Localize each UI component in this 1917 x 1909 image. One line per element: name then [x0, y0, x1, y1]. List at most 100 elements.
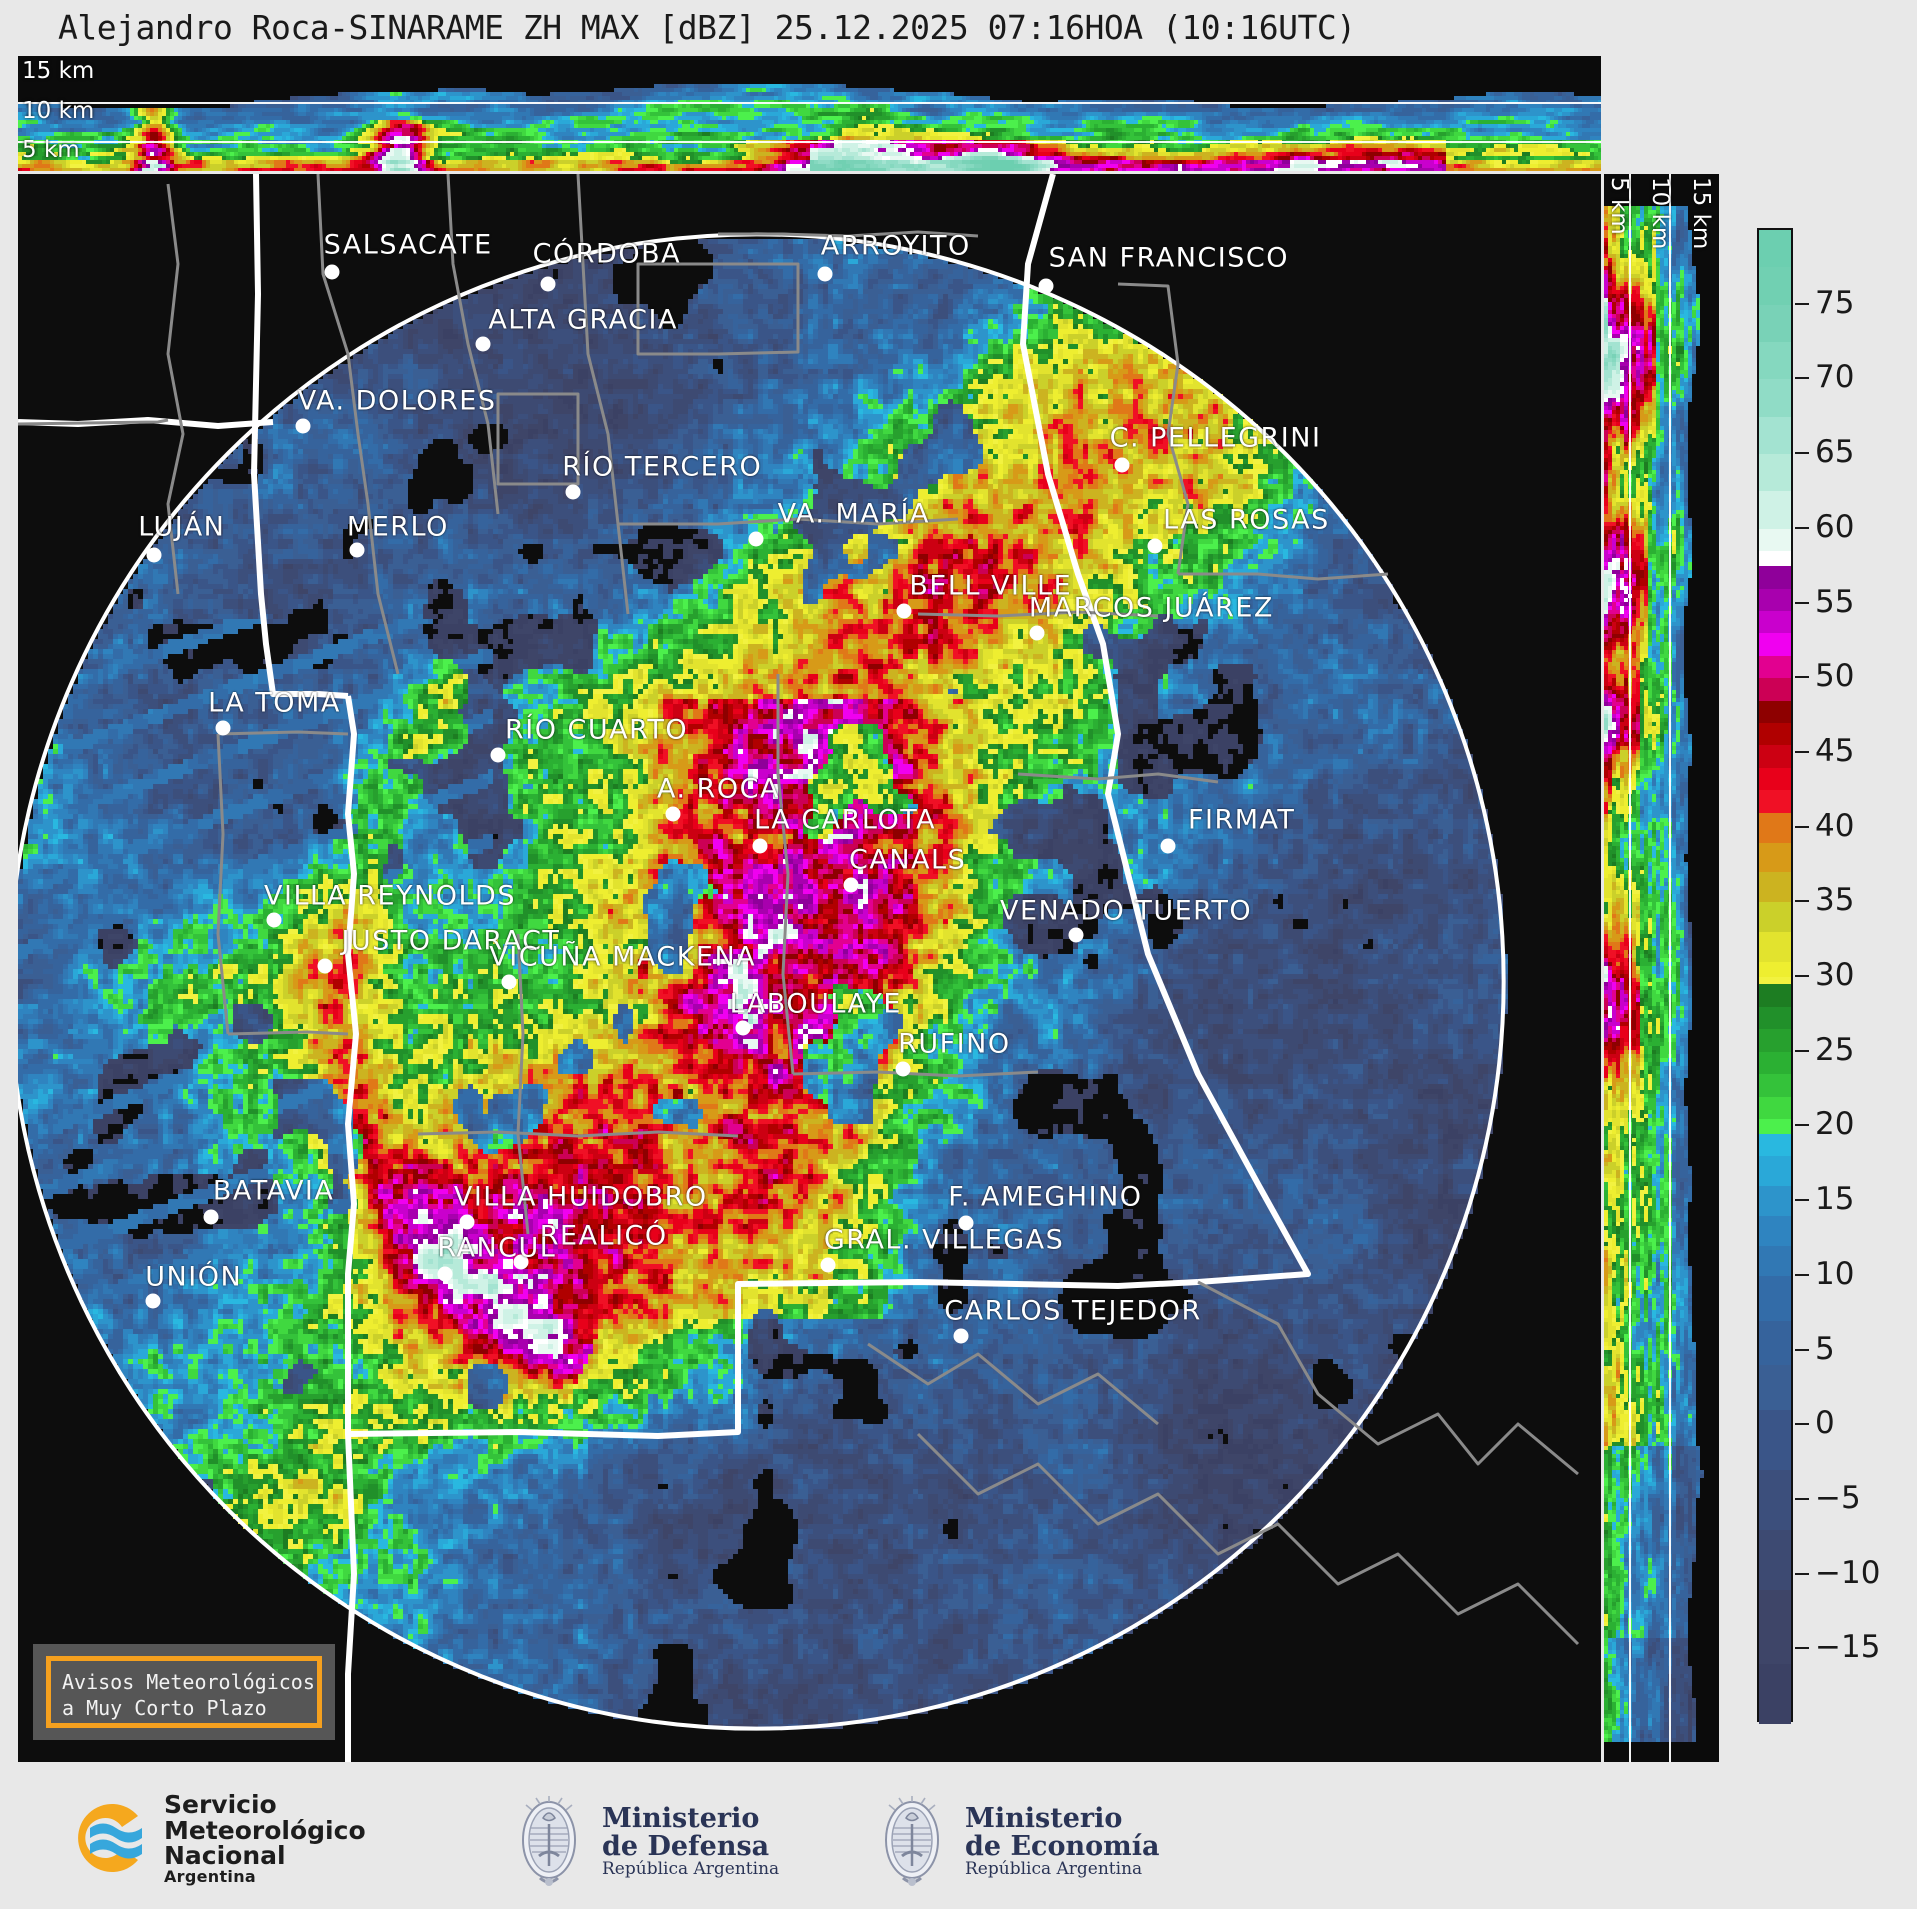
- colorbar-segment: [1759, 1156, 1791, 1187]
- city-label[interactable]: ALTA GRACIA: [488, 304, 678, 336]
- department-border: [217, 730, 349, 736]
- colorbar-tick: [1795, 526, 1809, 529]
- city-marker-dot[interactable]: [215, 720, 231, 736]
- city-label[interactable]: UNIÓN: [145, 1261, 243, 1293]
- defensa-logo-text: Ministerio de Defensa República Argentin…: [602, 1804, 780, 1880]
- city-label[interactable]: CÓRDOBA: [532, 238, 682, 270]
- city-marker-dot[interactable]: [324, 264, 340, 280]
- city-marker-dot[interactable]: [349, 542, 365, 558]
- city-marker-dot[interactable]: [513, 1254, 529, 1270]
- city-marker-dot[interactable]: [752, 838, 768, 854]
- colorbar-segment: [1759, 678, 1791, 701]
- colorbar-tick-label: 45: [1815, 732, 1855, 769]
- city-label[interactable]: GRAL. VILLEGAS: [823, 1224, 1065, 1256]
- colorbar-segment: [1759, 655, 1791, 679]
- city-marker-dot[interactable]: [748, 531, 764, 547]
- city-label[interactable]: RUFINO: [898, 1028, 1011, 1060]
- city-label[interactable]: REALICÓ: [539, 1220, 668, 1252]
- city-marker-dot[interactable]: [665, 806, 681, 822]
- city-label[interactable]: MERLO: [346, 511, 449, 543]
- city-label[interactable]: BELL VILLE: [909, 570, 1073, 602]
- city-marker-dot[interactable]: [146, 547, 161, 563]
- city-marker-dot[interactable]: [317, 958, 333, 974]
- city-marker-dot[interactable]: [1068, 927, 1084, 943]
- city-marker-dot[interactable]: [1038, 278, 1054, 294]
- colorbar-tick-label: 65: [1815, 434, 1855, 471]
- city-label[interactable]: LUJÁN: [138, 511, 226, 543]
- colorbar-tick: [1795, 1273, 1809, 1276]
- city-label[interactable]: VA. MARÍA: [777, 498, 930, 530]
- radar-map-panel[interactable]: SALSACATE CÓRDOBA ARROYITO SAN FRANCISCO ALT…: [18, 174, 1601, 1762]
- department-border: [1197, 1280, 1579, 1476]
- colorbar-segment: [1759, 872, 1791, 903]
- defensa-line-3: República Argentina: [602, 1859, 780, 1880]
- city-label[interactable]: VA. DOLORES: [297, 385, 497, 417]
- city-label[interactable]: LA TOMA: [208, 687, 341, 719]
- city-marker-dot[interactable]: [565, 484, 581, 500]
- city-marker-dot[interactable]: [895, 1061, 911, 1077]
- city-label[interactable]: JUSTO DARACT: [341, 925, 561, 957]
- city-marker-dot[interactable]: [820, 1257, 836, 1273]
- city-marker-dot[interactable]: [843, 877, 859, 893]
- city-label[interactable]: RÍO TERCERO: [562, 451, 763, 483]
- city-label[interactable]: SALSACATE: [323, 229, 493, 261]
- warning-legend-box[interactable]: Avisos Meteorológicos a Muy Corto Plazo: [33, 1644, 335, 1740]
- city-label[interactable]: VICUÑA MACKENA: [489, 941, 757, 973]
- colorbar-tick-label: 30: [1815, 957, 1855, 993]
- colorbar-segment: [1759, 566, 1791, 589]
- colorbar-segment: [1759, 342, 1791, 380]
- city-marker-dot[interactable]: [501, 974, 517, 990]
- warning-line-2: a Muy Corto Plazo: [62, 1696, 267, 1720]
- province-border: [251, 174, 349, 699]
- city-label[interactable]: RÍO CUARTO: [504, 714, 689, 746]
- city-label[interactable]: RANCUL: [437, 1232, 557, 1264]
- city-label[interactable]: ARROYITO: [820, 230, 971, 262]
- city-marker-dot[interactable]: [1029, 625, 1045, 641]
- city-label[interactable]: VILLA REYNOLDS: [264, 880, 516, 912]
- colorbar-tick-label: 75: [1815, 284, 1855, 321]
- city-label[interactable]: LA CARLOTA: [754, 804, 937, 836]
- city-marker-dot[interactable]: [145, 1293, 161, 1309]
- city-label[interactable]: CANALS: [849, 844, 967, 876]
- city-label[interactable]: VENADO TUERTO: [1000, 895, 1253, 927]
- city-label[interactable]: BATAVIA: [212, 1175, 335, 1207]
- colorbar-tick-label: 35: [1815, 882, 1855, 919]
- city-marker-dot[interactable]: [540, 276, 556, 292]
- colorbar-segment: [1759, 962, 1791, 977]
- city-label[interactable]: VILLA HUIDOBRO: [453, 1181, 708, 1213]
- colorbar-tick: [1795, 825, 1809, 828]
- city-marker-dot[interactable]: [958, 1215, 974, 1231]
- city-label[interactable]: A. ROCA: [656, 773, 780, 805]
- city-label[interactable]: MARCOS JUÁREZ: [1028, 592, 1274, 624]
- department-border: [1178, 572, 1389, 581]
- city-marker-dot[interactable]: [459, 1214, 475, 1230]
- city-label[interactable]: F. AMEGHINO: [948, 1181, 1143, 1213]
- city-label[interactable]: LABOULAYE: [729, 988, 902, 1020]
- province-border: [1020, 174, 1311, 1285]
- city-marker-dot[interactable]: [203, 1209, 219, 1225]
- department-border: [576, 174, 630, 615]
- colorbar-tick-label: 70: [1815, 359, 1855, 396]
- city-marker-dot[interactable]: [475, 336, 491, 352]
- city-marker-dot[interactable]: [1114, 457, 1130, 473]
- city-marker-dot[interactable]: [295, 418, 311, 434]
- city-marker-dot[interactable]: [490, 747, 506, 763]
- city-marker-dot[interactable]: [817, 266, 833, 282]
- department-border: [916, 1432, 1580, 1646]
- city-label[interactable]: FIRMAT: [1187, 804, 1296, 836]
- city-label[interactable]: SAN FRANCISCO: [1048, 242, 1289, 274]
- city-marker-dot[interactable]: [1147, 538, 1163, 554]
- colorbar-tick: [1795, 676, 1809, 679]
- city-marker-dot[interactable]: [896, 603, 912, 619]
- city-marker-dot[interactable]: [953, 1328, 969, 1344]
- city-marker-dot[interactable]: [437, 1266, 453, 1282]
- city-label[interactable]: LAS ROSAS: [1163, 504, 1330, 536]
- city-marker-dot[interactable]: [1160, 838, 1176, 854]
- colorbar-tick-label: −10: [1815, 1554, 1881, 1591]
- top-cross-section-image: [18, 56, 1601, 171]
- city-label[interactable]: C. PELLEGRINI: [1109, 422, 1322, 454]
- city-label[interactable]: CARLOS TEJEDOR: [944, 1295, 1202, 1327]
- colorbar-segment: [1759, 745, 1791, 768]
- city-marker-dot[interactable]: [735, 1020, 751, 1036]
- city-marker-dot[interactable]: [266, 912, 282, 928]
